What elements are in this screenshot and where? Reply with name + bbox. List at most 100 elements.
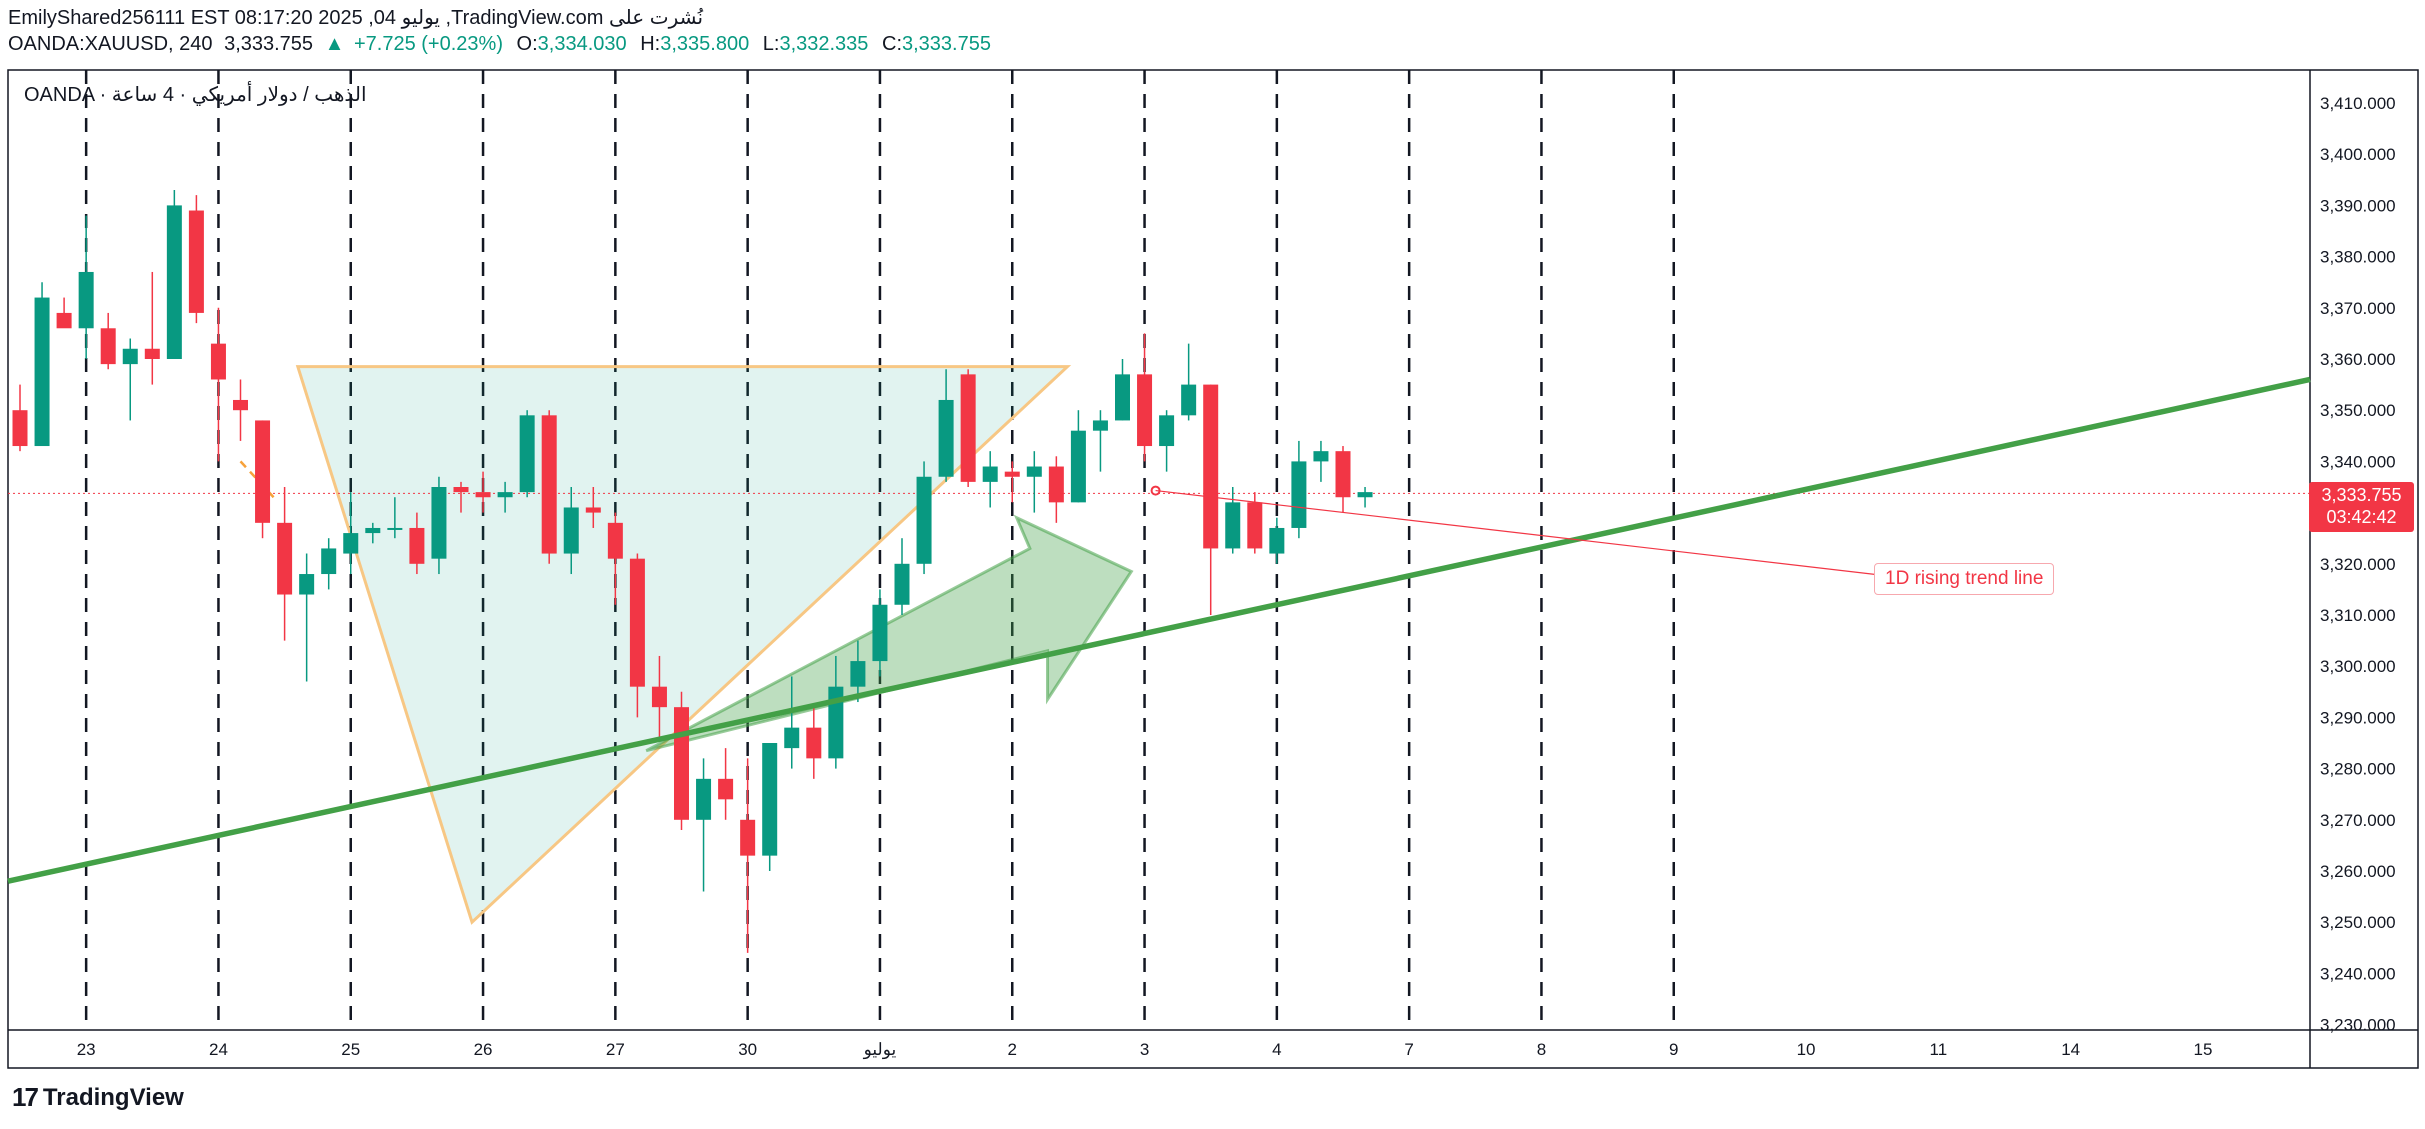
candle: [938, 369, 954, 482]
tradingview-logo[interactable]: 17 TradingView: [12, 1082, 184, 1113]
plot-border: [7, 69, 2419, 1069]
candle-body: [387, 527, 403, 530]
candle-body: [541, 415, 557, 554]
candle-body: [806, 727, 822, 759]
candle: [718, 748, 734, 820]
candle-body: [696, 778, 712, 820]
candle-body: [982, 466, 998, 482]
candle: [1225, 487, 1241, 554]
candle-body: [916, 476, 932, 564]
publish-info: EmilyShared256111 EST 08:17:20 2025 ,04 …: [8, 6, 703, 30]
candle: [1159, 410, 1175, 472]
candle: [365, 522, 381, 544]
candle-body: [144, 348, 160, 359]
candle: [1181, 343, 1197, 421]
low-label: L:: [762, 33, 780, 55]
candle-body: [607, 522, 623, 559]
candle-body: [166, 205, 182, 359]
candle-body: [34, 297, 50, 447]
candle-body: [1291, 461, 1307, 528]
candle: [1092, 410, 1108, 472]
candle: [166, 190, 182, 359]
symbol-label[interactable]: OANDA:XAUUSD, 240: [8, 33, 213, 55]
candle-body: [1092, 420, 1108, 431]
open-label: O:: [516, 33, 538, 55]
high-value: 3,335.800: [660, 33, 750, 55]
time-axis-label: 14: [2061, 1040, 2080, 1059]
candle-body: [960, 374, 976, 482]
time-axis-label: 2: [1008, 1040, 1017, 1059]
candle: [497, 481, 513, 513]
candle-body: [1269, 527, 1285, 554]
candle-body: [1159, 415, 1175, 447]
candle-body: [1137, 374, 1153, 447]
open-value: 3,334.030: [537, 33, 627, 55]
candle: [277, 487, 293, 641]
candle: [1004, 461, 1020, 503]
candle: [299, 553, 315, 682]
candle: [629, 553, 645, 718]
up-arrow-icon: ▲: [324, 33, 345, 55]
candle-body: [718, 778, 734, 800]
candle-body: [784, 727, 800, 749]
candle-body: [233, 399, 248, 411]
candle-body: [1004, 471, 1020, 477]
candle: [1291, 440, 1307, 539]
candle: [453, 481, 469, 513]
price-axis-label: 3,390.000: [2320, 196, 2396, 215]
candle: [1313, 440, 1329, 482]
time-axis-label: 24: [209, 1040, 228, 1059]
symbol-info-bar: OANDA:XAUUSD, 240 3,333.755 ▲ +7.725 (+0…: [8, 32, 999, 56]
candle-body: [850, 661, 866, 687]
price-axis-label: 3,370.000: [2320, 299, 2396, 318]
candle: [12, 384, 28, 452]
candle-body: [828, 686, 844, 759]
publish-line: EmilyShared256111 EST 08:17:20 2025 ,04 …: [8, 7, 704, 29]
candle-body: [255, 420, 271, 523]
price-axis-label: 3,410.000: [2320, 94, 2396, 113]
candle-body: [299, 574, 315, 595]
trend-line-label[interactable]: 1D rising trend line: [1874, 563, 2055, 595]
time-axis-label: 9: [1669, 1040, 1678, 1059]
time-axis-label: 7: [1404, 1040, 1413, 1059]
candle-body: [762, 743, 778, 856]
candle-body: [1247, 502, 1263, 549]
logo-text: TradingView: [42, 1083, 184, 1111]
price-axis-label: 3,320.000: [2320, 555, 2396, 574]
chart-legend-title: OANDA · الذهب / دولار أمريكي · 4 ساعة: [24, 84, 367, 106]
candle: [960, 369, 976, 487]
candle-body: [475, 492, 491, 498]
candle: [210, 307, 226, 462]
price-axis-label: 3,240.000: [2320, 964, 2396, 983]
candle-body: [651, 686, 667, 708]
time-axis-label: 26: [474, 1040, 493, 1059]
time-axis-label: 27: [606, 1040, 625, 1059]
candle: [1070, 410, 1086, 503]
candle-body: [122, 348, 138, 365]
candle: [343, 492, 359, 575]
candle-body: [1181, 384, 1197, 416]
candle: [321, 538, 337, 590]
candle-body: [56, 312, 72, 329]
candle-body: [277, 522, 293, 595]
price-axis-label: 3,310.000: [2320, 606, 2396, 625]
candle: [233, 379, 248, 441]
candle-body: [1225, 502, 1241, 549]
candle-body: [100, 328, 116, 365]
candle: [607, 512, 623, 605]
candle: [850, 640, 866, 703]
candle: [585, 487, 601, 528]
price-change: +7.725 (+0.23%): [353, 33, 503, 55]
tv-logo-icon: 17: [12, 1082, 39, 1112]
candle-body: [453, 487, 469, 493]
triangle-pattern: [295, 365, 1072, 925]
price-axis-label: 3,290.000: [2320, 708, 2396, 727]
candle: [872, 589, 888, 677]
candle-body: [365, 527, 381, 534]
time-axis-label: 15: [2193, 1040, 2212, 1059]
candle: [1115, 359, 1130, 421]
candle-body: [497, 492, 513, 498]
candle-body: [1026, 466, 1042, 477]
